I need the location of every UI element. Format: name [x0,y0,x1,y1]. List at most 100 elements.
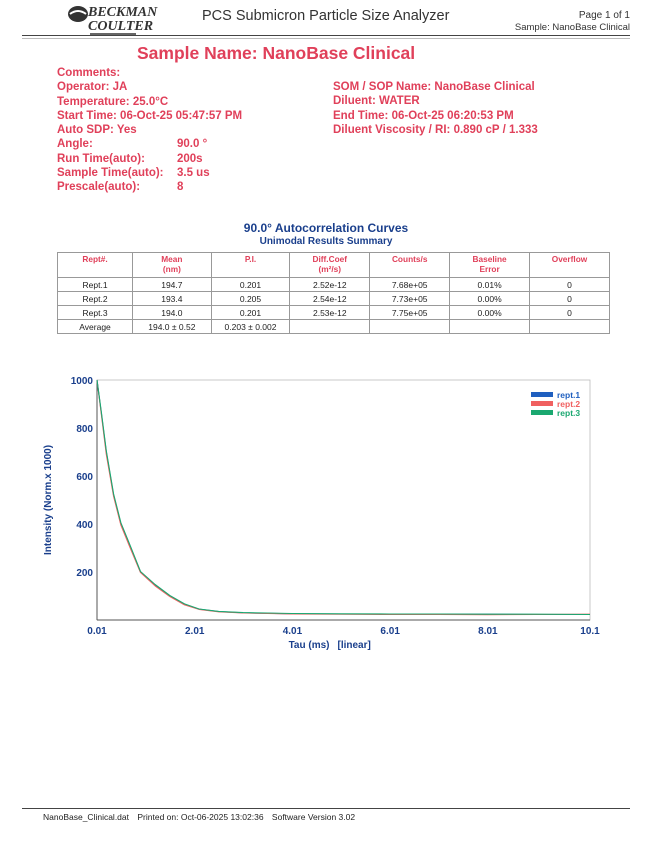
series-line-rept.1 [96,379,590,616]
footer-software: Software Version 3.02 [271,812,356,822]
info-label: Sample Time(auto): [57,167,164,180]
column-header: Rept#. [56,252,134,278]
column-header-line1: Diff.Coef [312,254,348,264]
info-row-right: SOM / SOP Name: NanoBase Clinical [333,81,535,93]
x-tick-label: 4.01 [283,626,303,637]
y-tick-label: 600 [76,472,93,483]
run-info-right: SOM / SOP Name: NanoBase Clinical Diluent… [333,80,538,137]
info-row-left: Angle: 90.0 ° [57,137,242,151]
info-value: 90.0 ° [177,138,208,151]
legend-swatch [531,410,553,415]
table-title: 90.0° Autocorrelation Curves [243,221,409,235]
footer-file: NanoBase_Clinical.dat [43,812,129,822]
table-header-row: Rept#. Mean (nm) P.I. Diff.Coef (m²/s) Counts/… [56,252,610,278]
column-header-line1: Rept#. [82,254,108,264]
info-row-left: Comments: [57,66,242,80]
header-divider [22,35,630,36]
series-line-rept.3 [96,379,591,616]
info-row-left: Auto SDP: Yes [57,123,242,137]
table-cell: 0.00% [449,305,530,320]
legend-entry: rept.2 [531,398,581,409]
y-axis-label: Intensity (Norm.x 1000) [43,445,54,555]
table-cell: 193.4 [132,291,212,306]
sample-name-title: Sample Name: NanoBase Clinical [137,43,416,63]
info-value: 8 [177,181,184,194]
x-tick-label: 10.1 [580,626,600,637]
column-header: Diff.Coef (m²/s) [289,252,371,278]
x-tick-label: 2.01 [185,626,205,637]
footer-printed: Printed on: Oct-06-2025 13:02:36 [137,812,264,822]
brand-line2: COULTER [88,19,154,34]
info-row-left: Prescale(auto): 8 [57,180,242,194]
info-row-right: Diluent Viscosity / RI: 0.890 cP / 1.333 [333,123,538,136]
column-header-line1: P.I. [244,254,257,264]
column-header: Mean (nm) [132,252,212,278]
table-subtitle: Unimodal Results Summary [259,236,393,247]
table-cell: 0.201 [210,305,291,320]
table-cell: Average [56,319,134,334]
x-axis-label-note: [linear] [338,640,371,651]
x-tick-label: 0.01 [87,626,107,637]
legend-label: rept.2 [557,398,581,409]
table-cell: 0.01% [449,277,530,292]
beckman-coulter-logo-icon [68,6,136,35]
table-cell [529,319,610,334]
info-row-right: Diluent: WATER [333,95,420,108]
column-header: Counts/s [369,252,451,278]
column-header-line2: Error [479,264,500,274]
column-header: Overflow [529,252,610,278]
autocorrelation-chart: 200 400 600 800 1000 0.01 2.01 4.01 6.01 8.01 10.1… [43,376,600,651]
legend-swatch [531,401,553,406]
y-tick-label: 200 [76,568,93,579]
results-table: Rept#. Mean (nm) P.I. Diff.Coef (m²/s) Counts/… [56,252,610,334]
table-cell: Rept.2 [56,291,134,306]
legend-label: rept.3 [557,407,581,418]
column-header-line2: (nm) [162,264,181,274]
table-cell: Rept.3 [56,305,134,320]
table-cell: 194.7 [132,277,212,292]
table-cell [449,319,530,334]
column-header-line2: (m²/s) [318,264,342,274]
x-axis-label: Tau (ms) [289,640,330,651]
table-cell: 7.73e+05 [369,291,451,306]
plot-frame [96,379,591,621]
column-header-line1: Counts/s [391,254,428,264]
info-label: Prescale(auto): [57,181,141,194]
table-cell: Rept.1 [56,277,134,292]
table-cell: 0.203 ± 0.002 [210,319,291,334]
x-tick-label: 8.01 [478,626,498,637]
column-header-line1: Baseline [472,254,507,264]
chart-legend: rept.1 rept.2 rept.3 [531,390,581,418]
info-label: Temperature: 25.0°C [57,95,169,108]
table-cell: 7.68e+05 [369,277,451,292]
legend-swatch [531,392,553,397]
series-line-rept.2 [96,379,591,616]
table-cell: 194.0 [132,305,212,320]
table-cell: 0 [529,305,610,320]
table-cell: 2.54e-12 [289,291,371,306]
table-row: Rept.3 194.0 0.201 2.53e-12 7.75e+05 0.00% 0 [56,305,610,320]
y-tick-label: 1000 [71,376,94,387]
table-row: Average 194.0 ± 0.52 0.203 ± 0.002 [56,319,610,334]
page-number: Page 1 of 1 [578,10,630,21]
table-cell: 0.205 [210,291,291,306]
column-header: P.I. [210,252,291,278]
table-cell [289,319,371,334]
table-cell: 0 [529,277,610,292]
info-label: Auto SDP: Yes [57,124,137,137]
table-cell: 0.00% [449,291,530,306]
header-sample: Sample: NanoBase Clinical [514,22,630,33]
info-value: 200s [177,152,203,165]
table-row: Rept.2 193.4 0.205 2.54e-12 7.73e+05 0.00% 0 [56,291,610,306]
column-header-line1: Mean [161,254,183,264]
info-label: Operator: JA [57,81,128,94]
info-row-left: Temperature: 25.0°C [57,95,242,109]
table-body: Rept.1 194.7 0.201 2.52e-12 7.68e+05 0.01% 0 Re… [56,277,610,334]
info-row-right: End Time: 06-Oct-25 06:20:53 PM [333,109,514,122]
info-value: 3.5 us [177,167,210,180]
table-cell: 7.75e+05 [369,305,451,320]
info-row-left: Operator: JA [57,80,242,94]
info-label: Angle: [57,138,93,151]
legend-entry: rept.3 [531,407,581,418]
y-tick-label: 400 [76,520,93,531]
